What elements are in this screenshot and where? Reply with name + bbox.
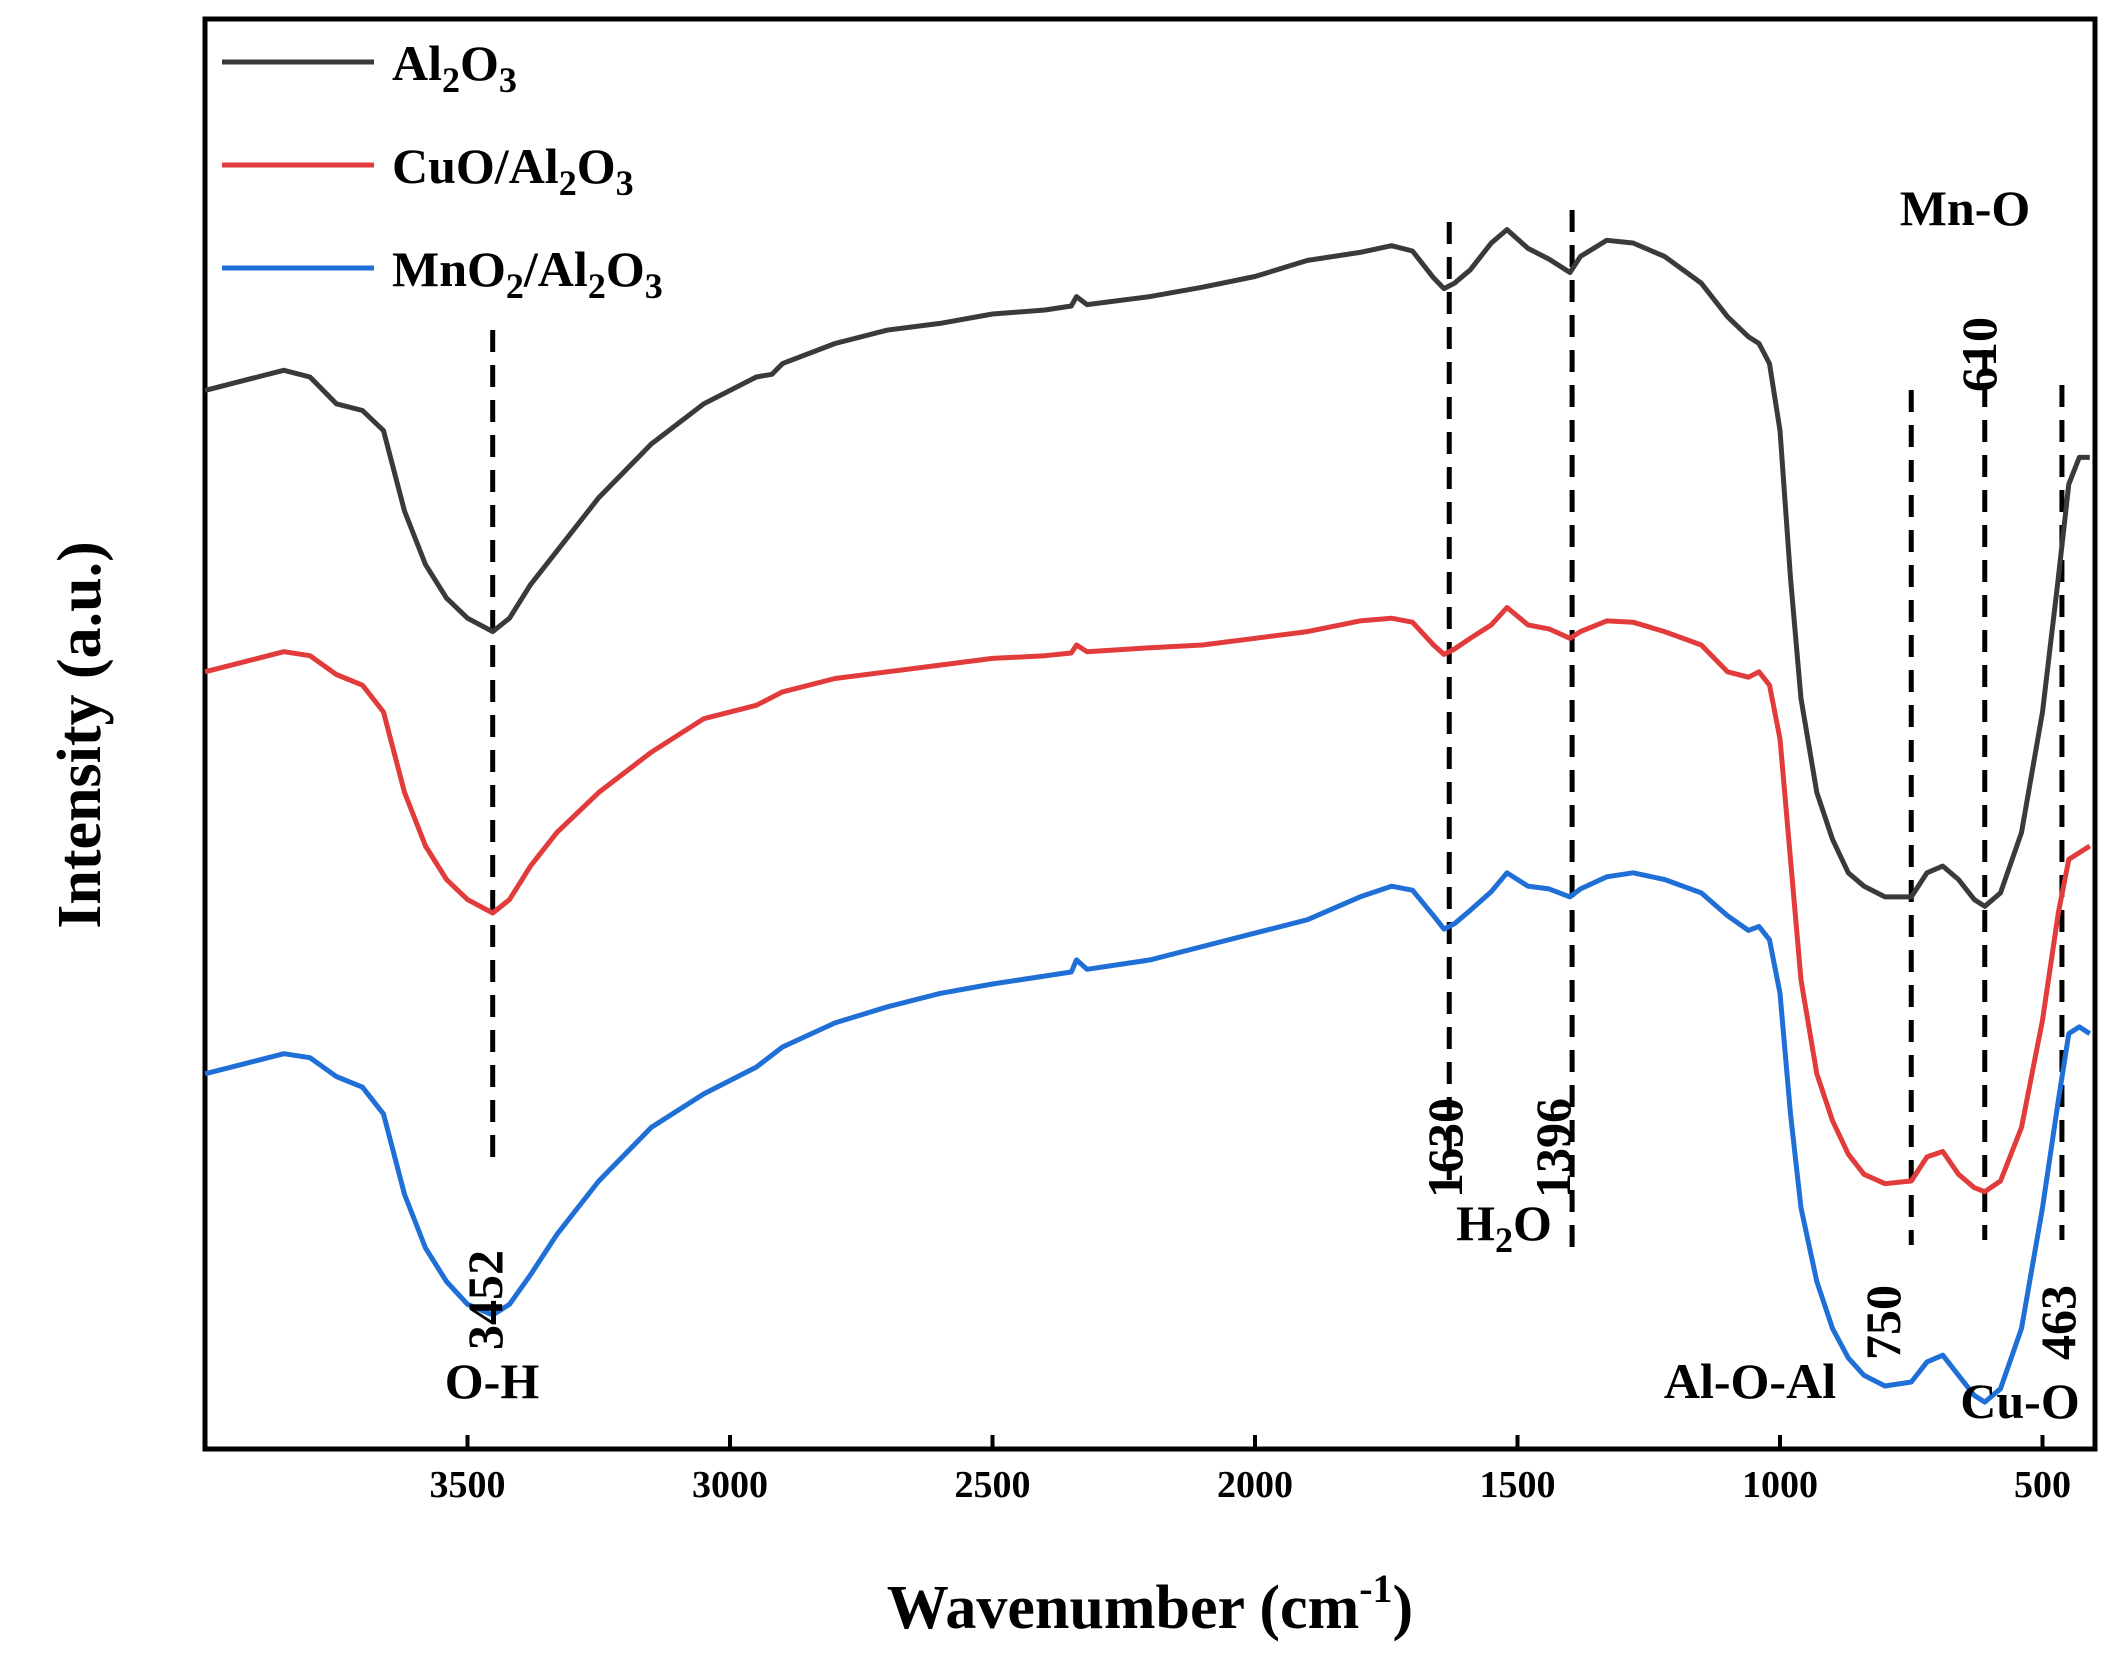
- y-axis-title: Intensity (a.u.): [46, 541, 114, 929]
- x-tick-label-1000: 1000: [1742, 1464, 1818, 1506]
- annotation-4: H2O: [1456, 1195, 1552, 1260]
- annotation-9: 463: [2030, 1285, 2086, 1360]
- series-line-0: [204, 227, 2090, 909]
- plot-frame: [202, 16, 2098, 1452]
- annotation-5: 750: [1855, 1285, 1911, 1360]
- annotation-0: 3452: [457, 1250, 513, 1350]
- legend-label-0: Al2O3: [392, 35, 517, 100]
- series-line-2: [204, 870, 2092, 1405]
- x-tick-label-500: 500: [2014, 1464, 2071, 1506]
- reference-lines: [490, 210, 2065, 1250]
- x-axis-ticks: 3500 3000 2500 2000 1500 1000 500: [430, 1435, 2071, 1506]
- series-line-1: [204, 605, 2092, 1195]
- x-tick-label-3500: 3500: [430, 1464, 506, 1506]
- annotation-2: 1630: [1417, 1098, 1473, 1198]
- x-tick-label-3000: 3000: [692, 1464, 768, 1506]
- legend-label-1: CuO/Al2O3: [392, 138, 634, 203]
- annotation-6: Al-O-Al: [1664, 1353, 1836, 1409]
- annotation-7: 610: [1951, 317, 2007, 392]
- x-tick-label-2500: 2500: [955, 1464, 1031, 1506]
- x-tick-label-2000: 2000: [1217, 1464, 1293, 1506]
- x-axis-title: Wavenumber (cm-1): [887, 1566, 1413, 1642]
- legend-label-2: MnO2/Al2O3: [392, 241, 663, 306]
- annotation-8: Mn-O: [1900, 180, 2031, 236]
- legend: Al2O3 CuO/Al2O3 MnO2/Al2O3: [222, 35, 663, 306]
- annotation-3: 1396: [1525, 1098, 1581, 1198]
- annotation-1: O-H: [445, 1353, 540, 1409]
- x-tick-label-1500: 1500: [1480, 1464, 1556, 1506]
- series-layer: [204, 227, 2092, 1405]
- annotation-10: Cu-O: [1960, 1373, 2079, 1429]
